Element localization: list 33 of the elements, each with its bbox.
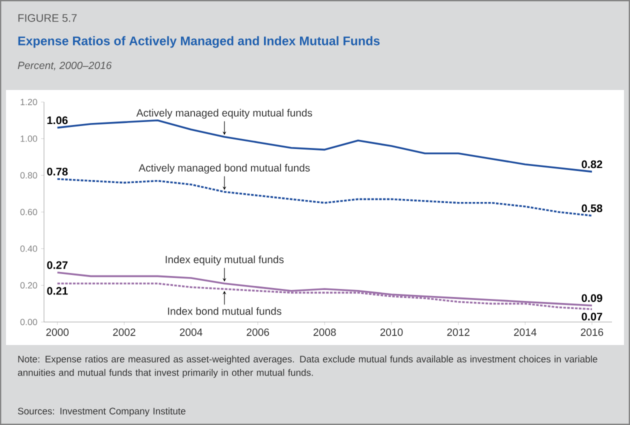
x-tick-label: 2012 [447,328,470,336]
series-label: Index equity mutual funds [166,256,284,266]
caption: FIGURE 5.7 [18,14,77,22]
x-tick-label: 2014 [514,328,536,336]
x-tick-label: 2002 [113,328,136,336]
series-label: Actively managed equity mutual funds [136,108,312,119]
chart-title: Expense Ratios of Actively Managed and Index Mutual Funds [18,36,380,48]
x-tick-label: 2008 [314,328,336,336]
source-note: Sources: Investment Company Institute [18,408,186,416]
y-tick-label: 0.60 [20,208,38,216]
y-tick-label: 0.80 [20,172,38,179]
data-label: 0.27 [47,261,68,269]
data-label: 0.78 [47,168,68,176]
y-tick-label: 0.20 [20,282,38,289]
data-label: 0.07 [582,312,602,320]
chart-subtitle: Percent, 2000–2016 [18,62,112,70]
y-tick-label: 1.00 [20,135,38,142]
data-label: 1.06 [47,116,68,124]
x-tick-label: 2010 [380,328,403,336]
x-tick-label: 2004 [180,328,202,336]
y-tick-label: 0.00 [20,318,38,326]
y-tick-label: 0.40 [20,245,38,252]
data-label: 0.82 [582,160,602,168]
data-label: 0.58 [582,204,602,212]
x-tick-label: 2006 [246,328,270,336]
x-tick-label: 2016 [580,328,604,336]
data-label: 0.09 [582,294,602,302]
x-tick-label: 2000 [46,328,69,336]
data-label: 0.21 [47,287,68,295]
series-label: Actively managed bond mutual funds [138,164,310,174]
text: Note: Expense ratios are measured as asset-weighted averages. Data exclude mutual funds available as investment choices in variable annuities and mutual funds that invest primarily in other mutual funds. [18,356,598,378]
y-tick-label: 1.20 [20,98,38,106]
series-label: Index bond mutual funds [168,307,282,315]
